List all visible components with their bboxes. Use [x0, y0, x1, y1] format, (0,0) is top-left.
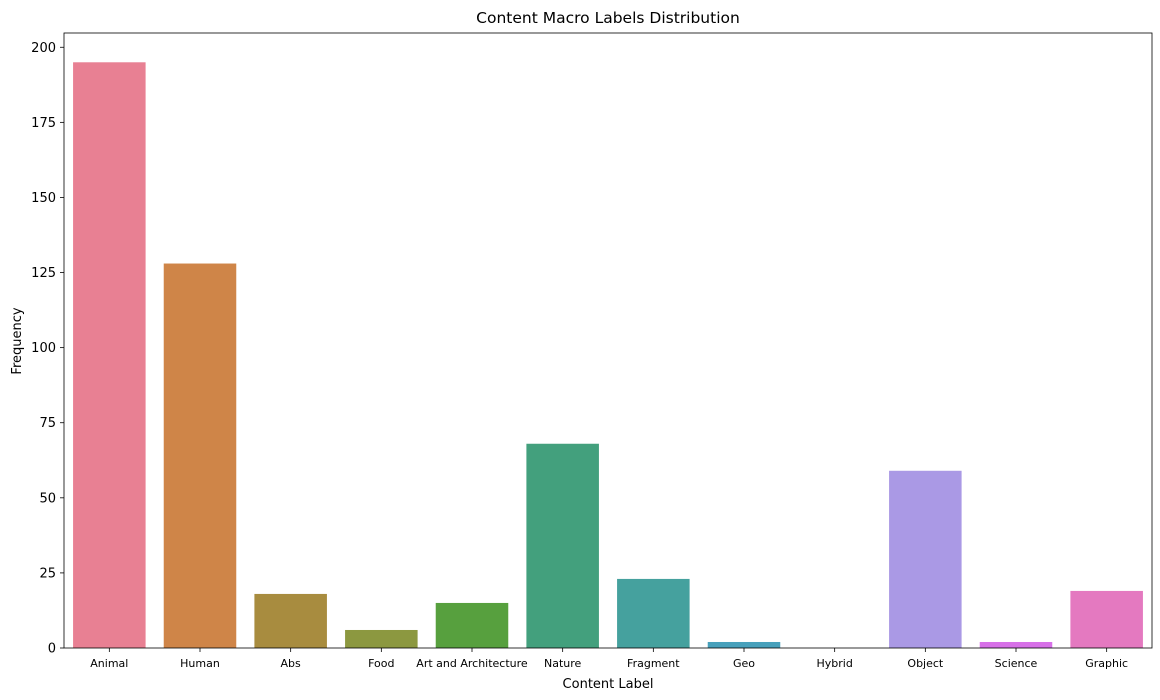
x-tick-label: Hybrid: [817, 657, 853, 670]
bar-food: [345, 629, 418, 648]
bar-nature: [526, 443, 599, 648]
y-tick-label: 175: [31, 116, 56, 131]
bar-fragment: [617, 578, 690, 648]
x-tick-label: Geo: [733, 657, 755, 670]
x-tick-label: Graphic: [1085, 657, 1128, 670]
x-axis-ticks: Animal Human Abs Food Art and Architecture Na…: [90, 648, 1128, 670]
x-tick-label: Nature: [544, 657, 582, 670]
x-axis-label: Content Label: [563, 677, 654, 692]
bar-abs: [254, 593, 327, 648]
y-tick-label: 125: [31, 266, 56, 281]
x-tick-label: Science: [995, 657, 1038, 670]
chart-title: Content Macro Labels Distribution: [476, 9, 740, 27]
y-tick-label: 0: [48, 642, 56, 657]
bar-art-and-architecture: [435, 602, 509, 648]
bar-human: [163, 263, 237, 648]
plot-frame: [63, 32, 1153, 649]
y-tick-label: 100: [31, 341, 56, 356]
y-tick-label: 25: [39, 566, 56, 581]
x-tick-label: Object: [907, 657, 944, 670]
y-tick-label: 150: [31, 191, 56, 206]
bar-graphic: [1070, 590, 1143, 648]
x-tick-label: Human: [180, 657, 220, 670]
bars-group: [73, 62, 1143, 649]
x-tick-label: Food: [368, 657, 394, 670]
x-tick-label: Animal: [90, 657, 128, 670]
y-tick-label: 200: [31, 41, 56, 56]
bar-science: [979, 641, 1053, 648]
bar-animal: [73, 62, 146, 649]
y-tick-label: 75: [39, 416, 56, 431]
x-tick-label: Art and Architecture: [416, 657, 528, 670]
bar-object: [889, 470, 962, 648]
y-tick-label: 50: [39, 491, 56, 506]
x-tick-label: Fragment: [627, 657, 680, 670]
bar-geo: [707, 641, 781, 648]
y-axis-label: Frequency: [10, 307, 25, 374]
y-axis-ticks: 0 25 50 75 100 125 150 175 200: [31, 41, 64, 657]
x-tick-label: Abs: [281, 657, 302, 670]
